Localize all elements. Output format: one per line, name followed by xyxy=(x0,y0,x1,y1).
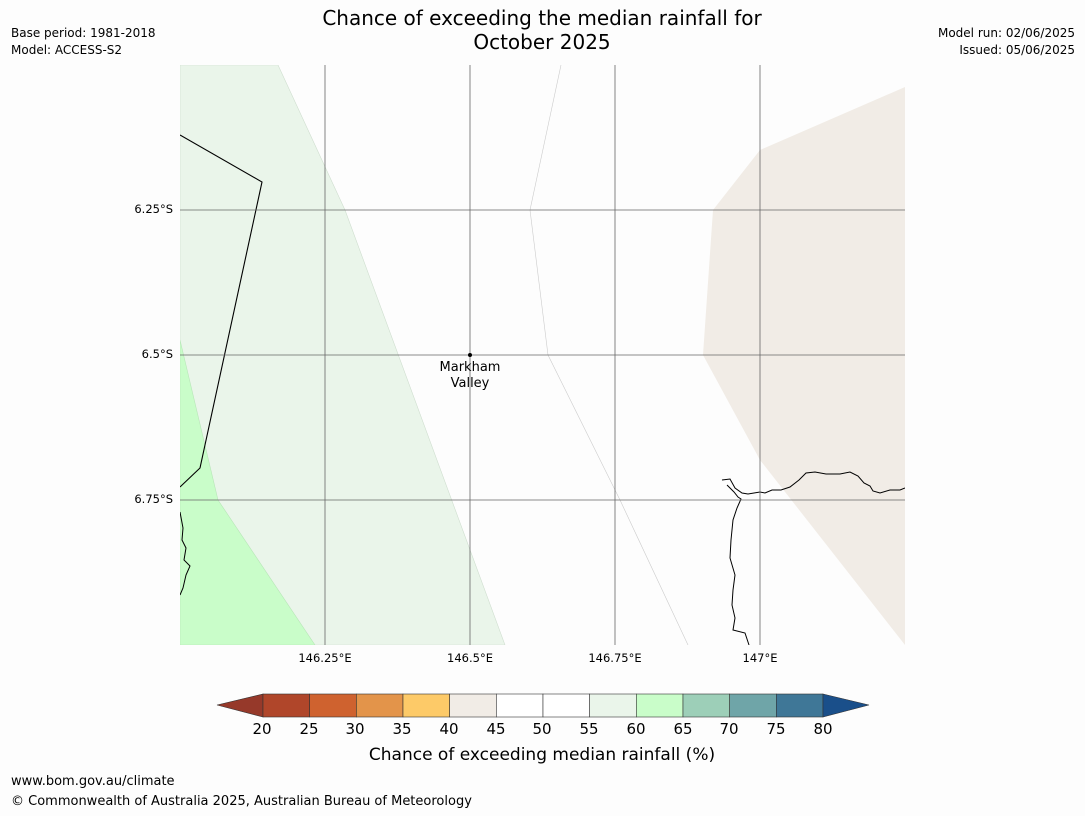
cb-tick-11: 75 xyxy=(766,720,786,738)
gridlines xyxy=(180,65,905,645)
place-name-line-1: Markham xyxy=(439,360,501,375)
footer-copyright: © Commonwealth of Australia 2025, Austra… xyxy=(11,794,472,809)
colorbar-cell xyxy=(402,693,450,718)
colorbar-cell xyxy=(636,693,684,718)
lon-label-3: 146.75°E xyxy=(588,651,642,665)
colorbar-cell xyxy=(449,693,497,718)
colorbar-cell xyxy=(729,693,777,718)
colorbar-cells xyxy=(262,693,824,718)
location-marker xyxy=(468,353,472,357)
zone-60-65 xyxy=(180,339,316,645)
colorbar xyxy=(216,693,870,718)
cb-tick-8: 60 xyxy=(626,720,646,738)
place-name-line-2: Valley xyxy=(450,376,490,391)
colorbar-cell xyxy=(682,693,730,718)
coastline-east xyxy=(721,471,905,495)
cb-tick-10: 70 xyxy=(719,720,739,738)
place-label: Markham Valley xyxy=(420,360,520,392)
meta-left: Base period: 1981-2018 Model: ACCESS-S2 xyxy=(11,25,156,59)
coastline-west xyxy=(180,511,191,596)
cb-tick-2: 30 xyxy=(345,720,365,738)
colorbar-cell xyxy=(542,693,590,718)
colorbar-cell xyxy=(309,693,357,718)
colorbar-cell xyxy=(496,693,544,718)
cb-tick-12: 80 xyxy=(813,720,833,738)
colorbar-cell xyxy=(262,693,310,718)
cb-tick-9: 65 xyxy=(673,720,693,738)
issued-text: Issued: 05/06/2025 xyxy=(959,43,1075,57)
colorbar-cell xyxy=(589,693,637,718)
lon-label-4: 147°E xyxy=(742,651,778,665)
lon-label-1: 146.25°E xyxy=(298,651,352,665)
colorbar-cell xyxy=(776,693,824,718)
cb-tick-6: 50 xyxy=(532,720,552,738)
cb-tick-1: 25 xyxy=(299,720,319,738)
lat-label-1: 6.25°S xyxy=(134,202,173,216)
zone-40-45 xyxy=(703,87,905,645)
lon-label-2: 146.5°E xyxy=(447,651,493,665)
cb-tick-3: 35 xyxy=(392,720,412,738)
cb-tick-0: 20 xyxy=(252,720,272,738)
model-run-text: Model run: 02/06/2025 xyxy=(937,26,1075,40)
map-area xyxy=(180,65,905,645)
coastline-river xyxy=(726,484,750,645)
title-line-2: October 2025 xyxy=(473,30,611,54)
colorbar-cell xyxy=(356,693,404,718)
cb-tick-5: 45 xyxy=(486,720,506,738)
meta-right: Model run: 02/06/2025 Issued: 05/06/2025 xyxy=(938,25,1075,59)
footer-url: www.bom.gov.au/climate xyxy=(11,774,175,789)
cb-tick-4: 40 xyxy=(439,720,459,738)
colorbar-title: Chance of exceeding median rainfall (%) xyxy=(368,745,716,765)
model-text: Model: ACCESS-S2 xyxy=(11,43,123,57)
title-line-1: Chance of exceeding the median rainfall … xyxy=(322,6,762,30)
cb-tick-7: 55 xyxy=(579,720,599,738)
lat-label-3: 6.75°S xyxy=(134,492,173,506)
base-period-text: Base period: 1981-2018 xyxy=(11,26,156,40)
colorbar-low-arrow xyxy=(216,693,264,718)
border-line xyxy=(180,134,263,488)
colorbar-high-arrow xyxy=(822,693,870,718)
lat-label-2: 6.5°S xyxy=(141,347,173,361)
map-title: Chance of exceeding the median rainfall … xyxy=(242,6,842,54)
